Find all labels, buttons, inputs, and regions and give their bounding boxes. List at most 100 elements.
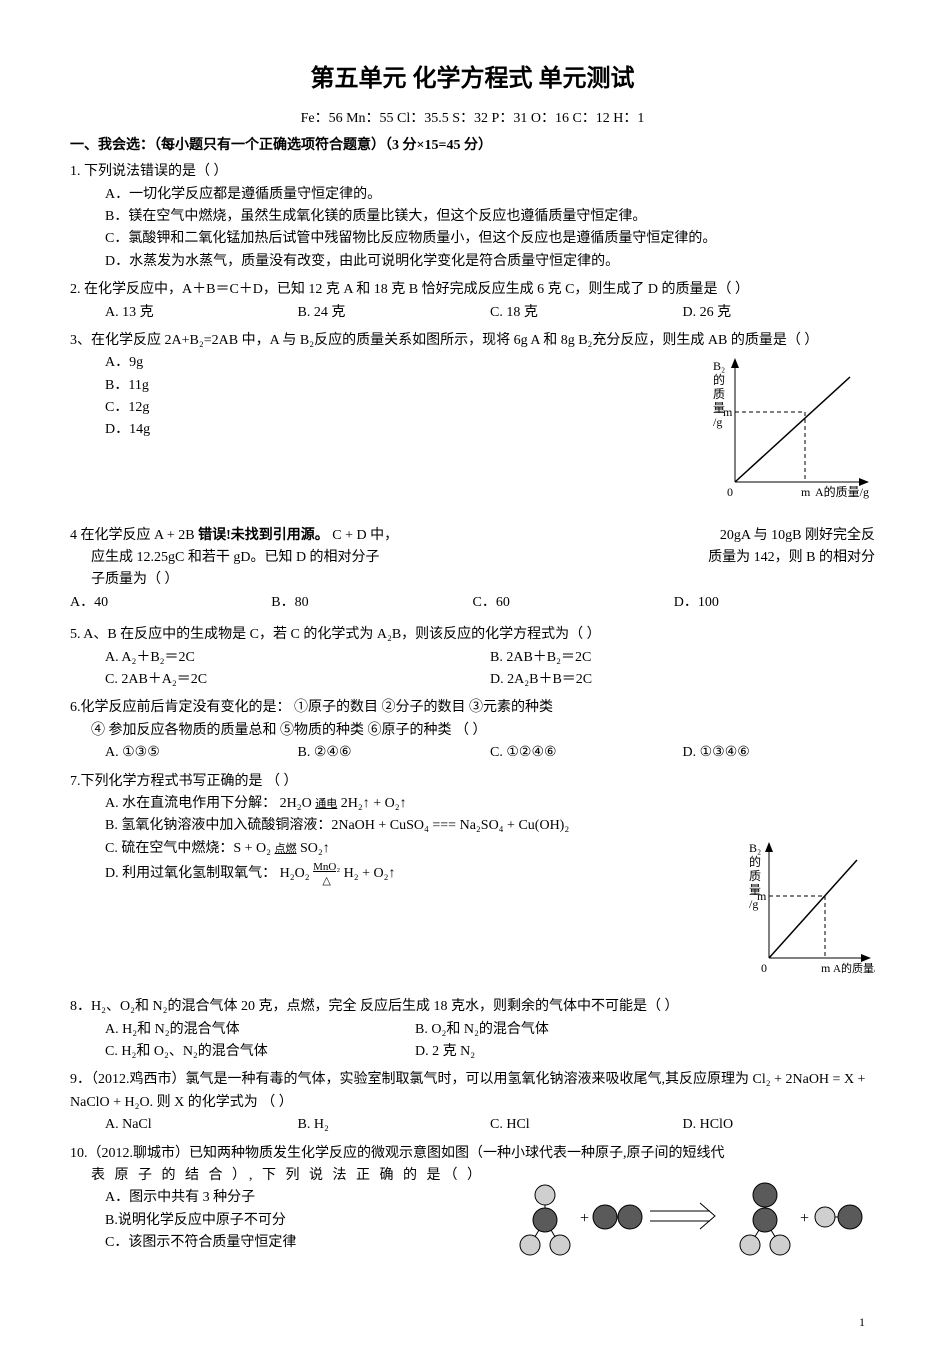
chart-origin: 0: [727, 485, 733, 499]
q4-stem-mid: C + D 中，: [329, 528, 398, 543]
q7-opt-a: A. 水在直流电作用下分解： 2H₂O 通电 2H₂↑ + O₂↑: [105, 793, 875, 815]
mass-relation-chart: B₂ 的 质 量 /g m m 0 A的质量/g: [705, 352, 875, 510]
molecule-product2: [815, 1205, 862, 1229]
q9-stem: 9．（2012.鸡西市）氯气是一种有毒的气体，实验室制取氯气时，可以用氢氧化钠溶…: [70, 1069, 875, 1114]
chart-ylabel-2: 质: [713, 387, 725, 401]
q6-line2: ④ 参加反应各物质的质量总和 ⑤物质的种类 ⑥原子的种类 （ ）: [70, 720, 875, 742]
q7-c-post: SO₂↑: [297, 841, 330, 856]
molecule-right-group: [740, 1183, 790, 1255]
q6-opt-b: B. ②④⑥: [298, 742, 471, 764]
question-2: 2. 在化学反应中，A＋B＝C＋D，已知 12 克 A 和 18 克 B 恰好完…: [70, 279, 875, 324]
q9-opt-c: C. HCl: [490, 1114, 663, 1136]
chart2-ylabel-2: 质: [749, 869, 761, 883]
chart2-x-arrow-icon: [861, 954, 871, 962]
q8-opt-d: D. 2 克 N₂: [415, 1041, 705, 1063]
question-4: 4 在化学反应 A + 2B 错误!未找到引用源。 C + D 中， 20gA …: [70, 525, 875, 615]
question-8: 8．H₂、O₂和 N₂的混合气体 20 克，点燃，完全 反应后生成 18 克水，…: [70, 996, 875, 1063]
chart-svg: B₂ 的 质 量 /g m m 0 A的质量/g: [705, 352, 875, 502]
chart-x-tick: m: [801, 485, 811, 499]
q4-line3: 子质量为（ ）: [70, 569, 875, 591]
q4-line2-left: 应生成 12.25gC 和若干 gD。已知 D 的相对分子: [91, 550, 380, 565]
section-1-heading: 一、我会选：（每小题只有一个正确选项符合题意）（3 分×15=45 分）: [70, 135, 875, 157]
q8-stem: 8．H₂、O₂和 N₂的混合气体 20 克，点燃，完全 反应后生成 18 克水，…: [70, 996, 875, 1018]
q8-opt-a: A. H₂和 N₂的混合气体: [105, 1019, 395, 1041]
q4-opt-c: C．60: [473, 592, 654, 614]
chart2-x-tick: m: [821, 961, 831, 975]
question-5: 5. A、B 在反应中的生成物是 C，若 C 的化学式为 A₂B，则该反应的化学…: [70, 624, 875, 691]
q1-opt-c: C．氯酸钾和二氧化锰加热后试管中残留物比反应物质量小，但这个反应也是遵循质量守恒…: [105, 228, 875, 250]
question-3: 3、在化学反应 2A+B₂=2AB 中，A 与 B₂反应的质量关系如图所示，现将…: [70, 330, 875, 515]
q7-a-pre: A. 水在直流电作用下分解： 2H₂O: [105, 796, 315, 811]
q7-a-cond: 通电: [315, 798, 337, 810]
q9-opt-a: A. NaCl: [105, 1114, 278, 1136]
atomic-masses: Fe：56 Mn：55 Cl：35.5 S：32 P：31 O：16 C：12 …: [70, 108, 875, 130]
q5-stem: 5. A、B 在反应中的生成物是 C，若 C 的化学式为 A₂B，则该反应的化学…: [70, 624, 875, 646]
q8-opt-c: C. H₂和 O₂、N₂的混合气体: [105, 1041, 395, 1063]
question-7: 7.下列化学方程式书写正确的是 （ ） A. 水在直流电作用下分解： 2H₂O …: [70, 771, 875, 991]
page-title: 第五单元 化学方程式 单元测试: [70, 60, 875, 98]
chart-xlabel: A的质量/g: [815, 484, 869, 499]
plus-1: +: [580, 1210, 589, 1227]
chart2-ylabel-0: B₂: [749, 841, 761, 855]
q7-d-cond-top: MnO₂: [313, 861, 340, 873]
q3-opt-b: B．11g: [105, 375, 465, 397]
reaction-arrow-icon: [650, 1203, 715, 1229]
molecule-diatomic: [593, 1205, 642, 1229]
q4-opt-d: D．100: [674, 592, 855, 614]
chart-ylabel-0: B₂: [713, 359, 725, 373]
chart2-y-arrow-icon: [765, 842, 773, 852]
q9-opt-b: B. H₂: [298, 1114, 471, 1136]
q2-opt-c: C. 18 克: [490, 302, 663, 324]
q4-opt-b: B．80: [271, 592, 452, 614]
question-9: 9．（2012.鸡西市）氯气是一种有毒的气体，实验室制取氯气时，可以用氢氧化钠溶…: [70, 1069, 875, 1136]
q7-opt-b: B. 氢氧化钠溶液中加入硫酸铜溶液：2NaOH + CuSO₄ === Na₂S…: [105, 815, 875, 837]
q6-stem: 6.化学反应前后肯定没有变化的是： ①原子的数目 ②分子的数目 ③元素的种类: [70, 697, 875, 719]
chart-ylabel-4: /g: [713, 415, 722, 429]
page-number: 1: [70, 1283, 875, 1332]
q3-opt-a: A．9g: [105, 352, 465, 374]
chart-y-arrow-icon: [731, 358, 739, 368]
molecule-left-group: [520, 1185, 570, 1255]
mass-relation-chart-2: B₂ 的 质 量 /g m m 0 A的质量/g: [745, 838, 875, 986]
q7-a-post: 2H₂↑ + O₂↑: [337, 796, 406, 811]
q6-opt-a: A. ①③⑤: [105, 742, 278, 764]
q1-stem: 1. 下列说法错误的是（ ）: [70, 161, 875, 183]
chart2-xlabel: A的质量/g: [833, 961, 875, 975]
q7-d-post: H₂ + O₂↑: [340, 866, 395, 881]
q7-c-pre: C. 硫在空气中燃烧：S + O₂: [105, 841, 275, 856]
q10-opt-a: A．图示中共有 3 种分子: [105, 1187, 455, 1209]
q3-opt-c: C．12g: [105, 397, 465, 419]
chart2-svg: B₂ 的 质 量 /g m m 0 A的质量/g: [745, 838, 875, 978]
q10-stem1: 10.（2012.聊城市）已知两种物质发生化学反应的微观示意图如图（一种小球代表…: [70, 1143, 875, 1165]
q7-d-pre: D. 利用过氧化氢制取氧气： H₂O₂: [105, 866, 313, 881]
q4-line2-right: 质量为 142，则 B 的相对分: [708, 547, 875, 569]
q1-opt-b: B．镁在空气中燃烧，虽然生成氧化镁的质量比镁大，但这个反应也遵循质量守恒定律。: [105, 206, 875, 228]
chart2-y-tick: m: [757, 889, 767, 903]
molecule-diagram: + +: [495, 1165, 875, 1273]
q3-stem: 3、在化学反应 2A+B₂=2AB 中，A 与 B₂反应的质量关系如图所示，现将…: [70, 330, 875, 352]
question-10: 10.（2012.聊城市）已知两种物质发生化学反应的微观示意图如图（一种小球代表…: [70, 1143, 875, 1278]
chart-y-tick: m: [723, 405, 733, 419]
chart2-line: [769, 860, 857, 958]
q4-opt-a: A．40: [70, 592, 251, 614]
q2-stem: 2. 在化学反应中，A＋B＝C＋D，已知 12 克 A 和 18 克 B 恰好完…: [70, 279, 875, 301]
q6-opt-d: D. ①③④⑥: [683, 742, 856, 764]
q9-opt-d: D. HClO: [683, 1114, 856, 1136]
chart2-ylabel-1: 的: [749, 854, 761, 869]
chart2-origin: 0: [761, 961, 767, 975]
q2-opt-d: D. 26 克: [683, 302, 856, 324]
question-1: 1. 下列说法错误的是（ ） A．一切化学反应都是遵循质量守恒定律的。 B．镁在…: [70, 161, 875, 273]
q3-opt-d: D．14g: [105, 419, 465, 441]
q4-stem-right1: 20gA 与 10gB 刚好完全反: [720, 525, 875, 547]
q4-error-text: 错误!未找到引用源。: [198, 528, 329, 543]
q5-opt-a: A. A₂＋B₂＝2C: [105, 647, 470, 669]
plus-2: +: [800, 1210, 809, 1227]
q2-opt-b: B. 24 克: [298, 302, 471, 324]
q4-stem-left: 4 在化学反应 A + 2B: [70, 528, 198, 543]
q10-opt-b: B.说明化学反应中原子不可分: [105, 1210, 455, 1232]
q8-opt-b: B. O₂和 N₂的混合气体: [415, 1019, 705, 1041]
q7-d-cond-bot: △: [322, 875, 330, 887]
q1-opt-d: D．水蒸发为水蒸气，质量没有改变，由此可说明化学变化是符合质量守恒定律的。: [105, 251, 875, 273]
q7-stem: 7.下列化学方程式书写正确的是 （ ）: [70, 771, 875, 793]
q2-opt-a: A. 13 克: [105, 302, 278, 324]
